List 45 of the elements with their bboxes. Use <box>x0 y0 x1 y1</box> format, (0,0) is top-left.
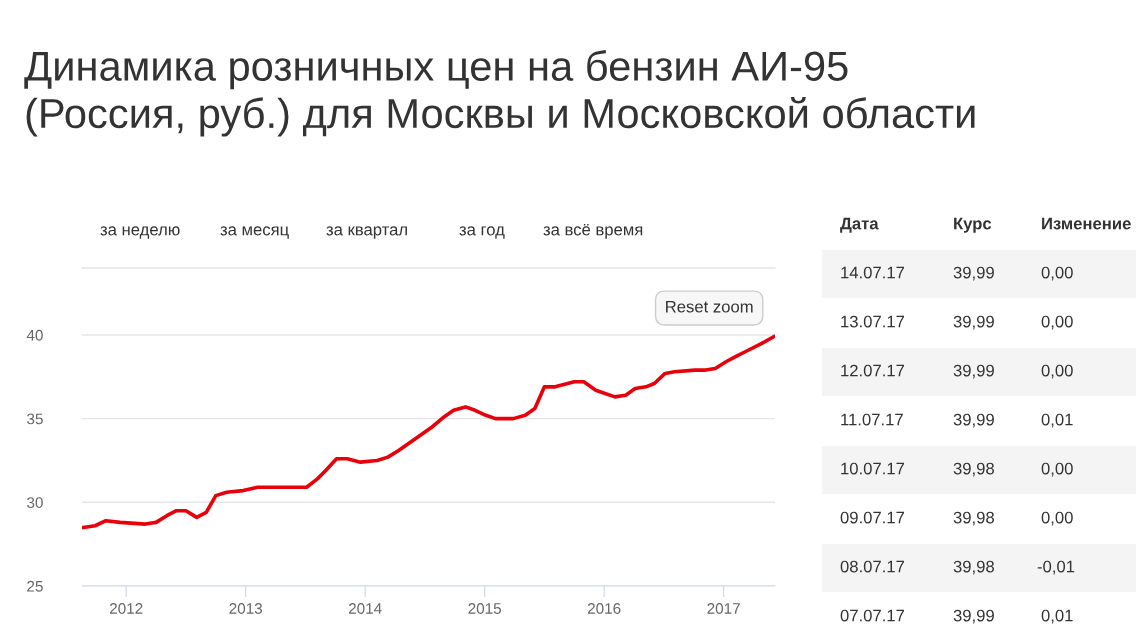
x-tick-label: 2016 <box>587 603 621 614</box>
chart-title: Динамика розничных цен на бензин АИ-95 (Россия, руб.) для Москвы и Московской области <box>24 50 975 137</box>
text: за неделю <box>100 226 180 239</box>
text: 11.07.17 <box>841 413 903 426</box>
text: 0,00 <box>1041 315 1073 330</box>
text: 39,99 <box>953 609 994 624</box>
text: 10.07.17 <box>841 462 905 475</box>
text: 0,00 <box>1041 364 1073 379</box>
text: 14.07.17 <box>841 266 905 279</box>
y-tick-label: 35 <box>27 413 43 425</box>
text: 39,98 <box>953 511 994 526</box>
text: 13.07.17 <box>841 315 905 328</box>
text: 39,98 <box>953 462 994 477</box>
text: 0,01 <box>1041 413 1073 428</box>
text: 39,99 <box>953 266 994 281</box>
annotation: Reset zoom <box>666 300 753 313</box>
text: 39,99 <box>953 364 994 379</box>
text: 0,00 <box>1041 462 1073 477</box>
text: за год <box>459 226 505 239</box>
x-tick-label: 2014 <box>348 603 382 614</box>
text: 39,98 <box>953 560 994 575</box>
text: 39,99 <box>953 413 994 428</box>
y-tick-label: 40 <box>26 329 43 341</box>
text: 08.07.17 <box>840 560 905 573</box>
y-tick-label: 30 <box>27 497 43 508</box>
x-tick-label: 2017 <box>707 603 740 614</box>
text: за квартал <box>326 226 407 239</box>
text: 07.07.17 <box>840 609 905 622</box>
line-series <box>82 334 775 530</box>
text: 0,00 <box>1041 266 1073 281</box>
text: -0,01 <box>1037 560 1075 575</box>
text: 09.07.17 <box>840 511 905 524</box>
text: 0,00 <box>1041 511 1073 526</box>
text: 0,01 <box>1041 609 1073 624</box>
category-label: Дата <box>840 217 879 233</box>
y-tick-label: 25 <box>27 580 43 592</box>
x-tick-label: 2012 <box>109 603 143 614</box>
text: за всё время <box>543 223 643 239</box>
text: 12.07.17 <box>841 364 905 377</box>
category-label: Изменение <box>1042 217 1131 230</box>
x-tick-label: 2013 <box>229 603 263 614</box>
text: за месяц <box>220 226 289 239</box>
text: 39,99 <box>953 315 994 330</box>
category-label: Курс <box>954 217 992 233</box>
x-tick-label: 2015 <box>468 603 502 614</box>
